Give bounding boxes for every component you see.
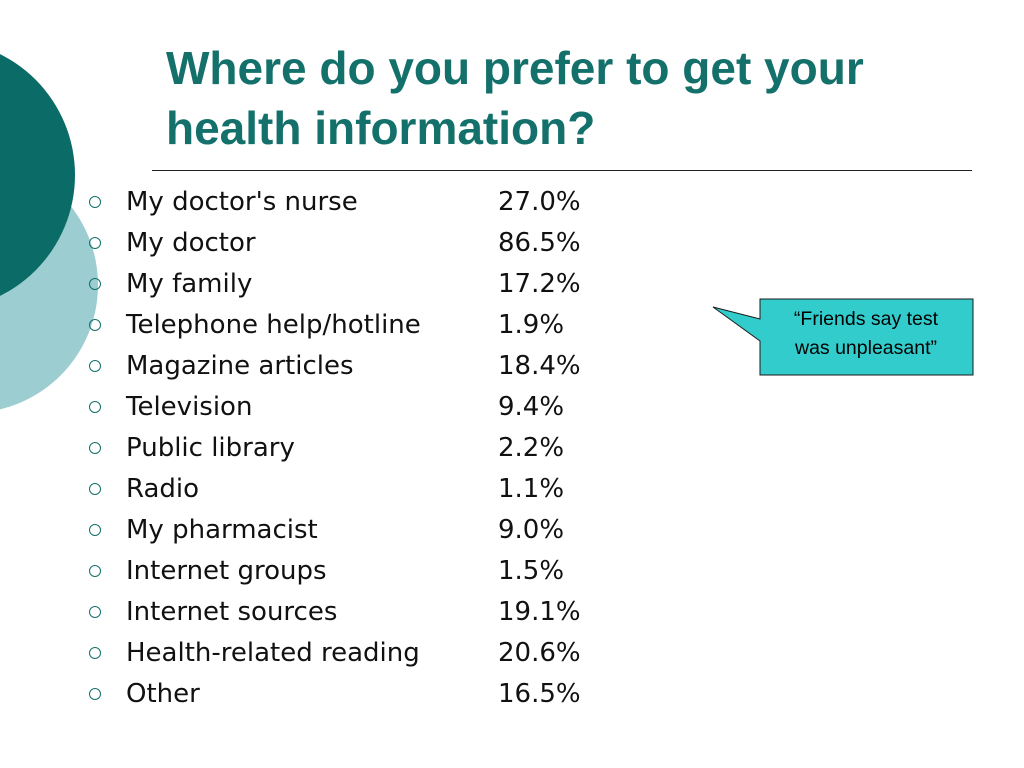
item-percentage: 27.0% xyxy=(498,187,581,217)
item-label: Other xyxy=(126,679,200,709)
item-label: My pharmacist xyxy=(126,515,318,545)
callout-box: “Friends say test was unpleasant” xyxy=(712,297,974,377)
item-label: Magazine articles xyxy=(126,351,354,381)
item-label: My doctor's nurse xyxy=(126,187,358,217)
circle-bullet-icon xyxy=(89,401,101,413)
item-percentage: 9.0% xyxy=(498,515,565,545)
item-label: Health-related reading xyxy=(126,638,420,668)
circle-bullet-icon xyxy=(89,196,101,208)
title-divider xyxy=(152,170,972,171)
circle-bullet-icon xyxy=(89,442,101,454)
dark-teal-circle xyxy=(0,54,75,296)
item-label: Television xyxy=(126,392,253,422)
item-percentage: 1.5% xyxy=(498,556,565,586)
item-percentage: 9.4% xyxy=(498,392,565,422)
callout-line-2: was unpleasant” xyxy=(794,337,937,359)
item-percentage: 1.9% xyxy=(498,310,565,340)
item-percentage: 2.2% xyxy=(498,433,565,463)
item-label: My family xyxy=(126,269,253,299)
item-label: Telephone help/hotline xyxy=(126,310,421,340)
circle-bullet-icon xyxy=(89,647,101,659)
circle-bullet-icon xyxy=(89,237,101,249)
circle-bullet-icon xyxy=(89,360,101,372)
item-label: My doctor xyxy=(126,228,256,258)
item-percentage: 16.5% xyxy=(498,679,581,709)
circle-bullet-icon xyxy=(89,606,101,618)
circle-bullet-icon xyxy=(89,524,101,536)
item-percentage: 86.5% xyxy=(498,228,581,258)
item-percentage: 1.1% xyxy=(498,474,565,504)
circle-bullet-icon xyxy=(89,565,101,577)
callout-line-1: “Friends say test xyxy=(793,308,939,330)
item-label: Public library xyxy=(126,433,295,463)
circle-bullet-icon xyxy=(89,688,101,700)
callout-text: “Friends say test was unpleasant” xyxy=(764,305,968,363)
item-percentage: 18.4% xyxy=(498,351,581,381)
item-percentage: 19.1% xyxy=(498,597,581,627)
item-percentage: 17.2% xyxy=(498,269,581,299)
item-label: Radio xyxy=(126,474,200,504)
item-label: Internet sources xyxy=(126,597,338,627)
item-label: Internet groups xyxy=(126,556,327,586)
circle-bullet-icon xyxy=(89,319,101,331)
callout-shape xyxy=(712,298,974,376)
circle-bullet-icon xyxy=(89,278,101,290)
decorative-circles xyxy=(0,54,98,410)
slide-title: Where do you prefer to get your health i… xyxy=(166,42,864,154)
circle-bullet-icon xyxy=(89,483,101,495)
item-percentage: 20.6% xyxy=(498,638,581,668)
